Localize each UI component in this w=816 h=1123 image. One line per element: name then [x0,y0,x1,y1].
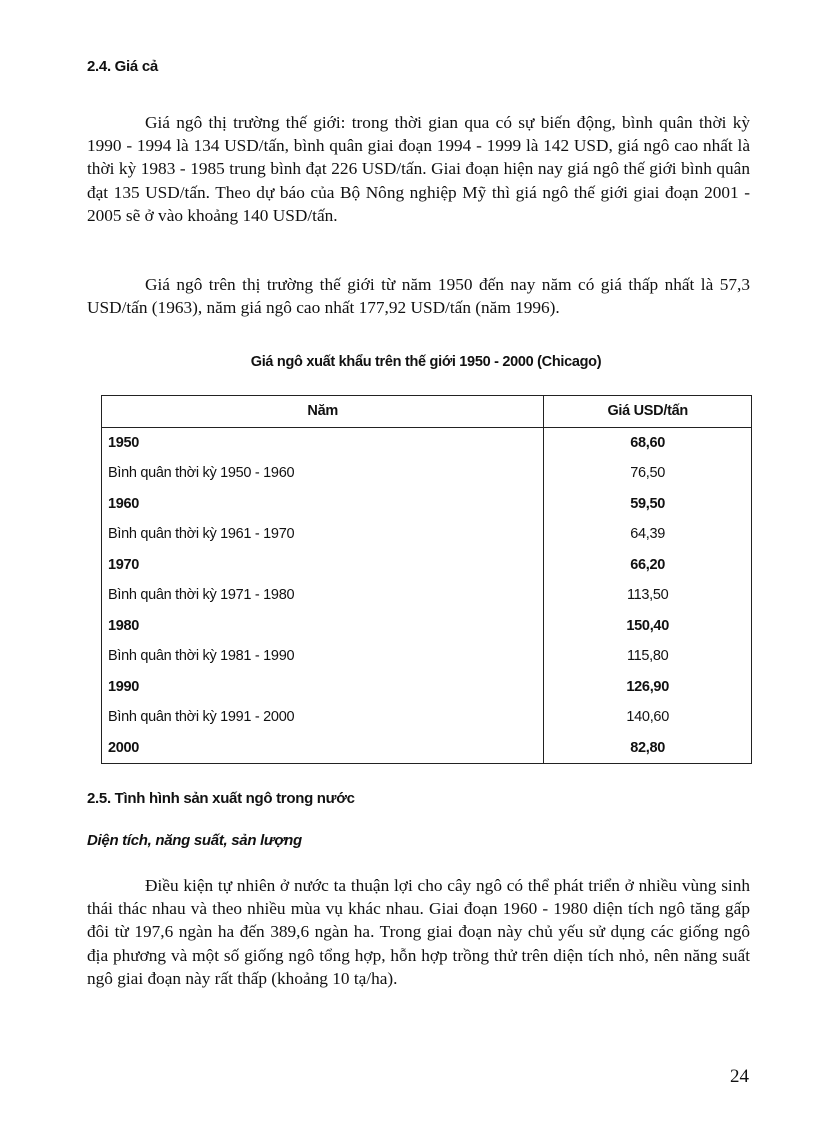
table-caption: Giá ngô xuất khẩu trên thế giới 1950 - 2… [250,354,602,370]
table-row: Bình quân thời kỳ 1961 - 1970 64,39 [101,519,752,550]
price-table: Năm Giá USD/tấn 1950 68,60 Bình quân thời … [101,395,752,764]
table-row: 2000 82,80 [101,732,752,764]
table-row: 1970 66,20 [101,549,752,580]
paragraph: Giá ngô trên thị trường thế giới từ năm … [87,275,750,318]
column-header: Giá USD/tấn [543,395,752,428]
section-heading: 2.5. Tình hình sản xuất ngô trong nước [87,790,355,807]
table-row: 1980 150,40 [101,610,752,641]
column-header: Năm [101,395,545,428]
table-row: 1960 59,50 [101,488,752,519]
paragraph: Điều kiện tự nhiên ở nước ta thuận lợi c… [87,876,750,988]
price-cell: 126,90 [626,678,669,695]
price-cell: 140,60 [626,709,669,726]
price-cell: 150,40 [626,617,669,634]
table-row: 1950 68,60 [101,427,752,458]
table-row: Bình quân thời kỳ 1971 - 1980 113,50 [101,580,752,611]
year-cell: 2000 [101,732,545,764]
year-cell: 1990 [101,671,545,702]
year-cell: Bình quân thời kỳ 1950 - 1960 [101,458,545,489]
year-cell: Bình quân thời kỳ 1971 - 1980 [101,580,545,611]
year-cell: 1950 [101,427,545,458]
page-number: 24 [730,1066,749,1087]
price-cell: 113,50 [626,587,669,604]
price-cell: 66,20 [630,556,666,573]
year-cell: 1980 [101,610,545,641]
year-cell: Bình quân thời kỳ 1961 - 1970 [101,519,545,550]
price-cell: 76,50 [630,465,666,482]
table-row: Bình quân thời kỳ 1950 - 1960 76,50 [101,458,752,489]
price-cell: 59,50 [630,495,666,512]
subheading: Diện tích, năng suất, sản lượng [87,832,302,849]
table-row: Bình quân thời kỳ 1981 - 1990 115,80 [101,641,752,672]
price-cell: 68,60 [630,434,666,451]
year-cell: Bình quân thời kỳ 1991 - 2000 [101,702,545,733]
price-cell: 82,80 [630,739,666,756]
table-row: Bình quân thời kỳ 1991 - 2000 140,60 [101,702,752,733]
year-cell: 1970 [101,549,545,580]
year-cell: 1960 [101,488,545,519]
section-heading: 2.4. Giá cả [87,58,158,75]
table-row: 1990 126,90 [101,671,752,702]
price-cell: 64,39 [630,526,666,543]
year-cell: Bình quân thời kỳ 1981 - 1990 [101,641,545,672]
price-cell: 115,80 [626,648,669,665]
paragraph: Giá ngô thị trường thế giới: trong thời … [87,113,750,225]
